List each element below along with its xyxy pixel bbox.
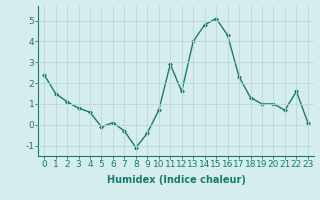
- X-axis label: Humidex (Indice chaleur): Humidex (Indice chaleur): [107, 175, 245, 185]
